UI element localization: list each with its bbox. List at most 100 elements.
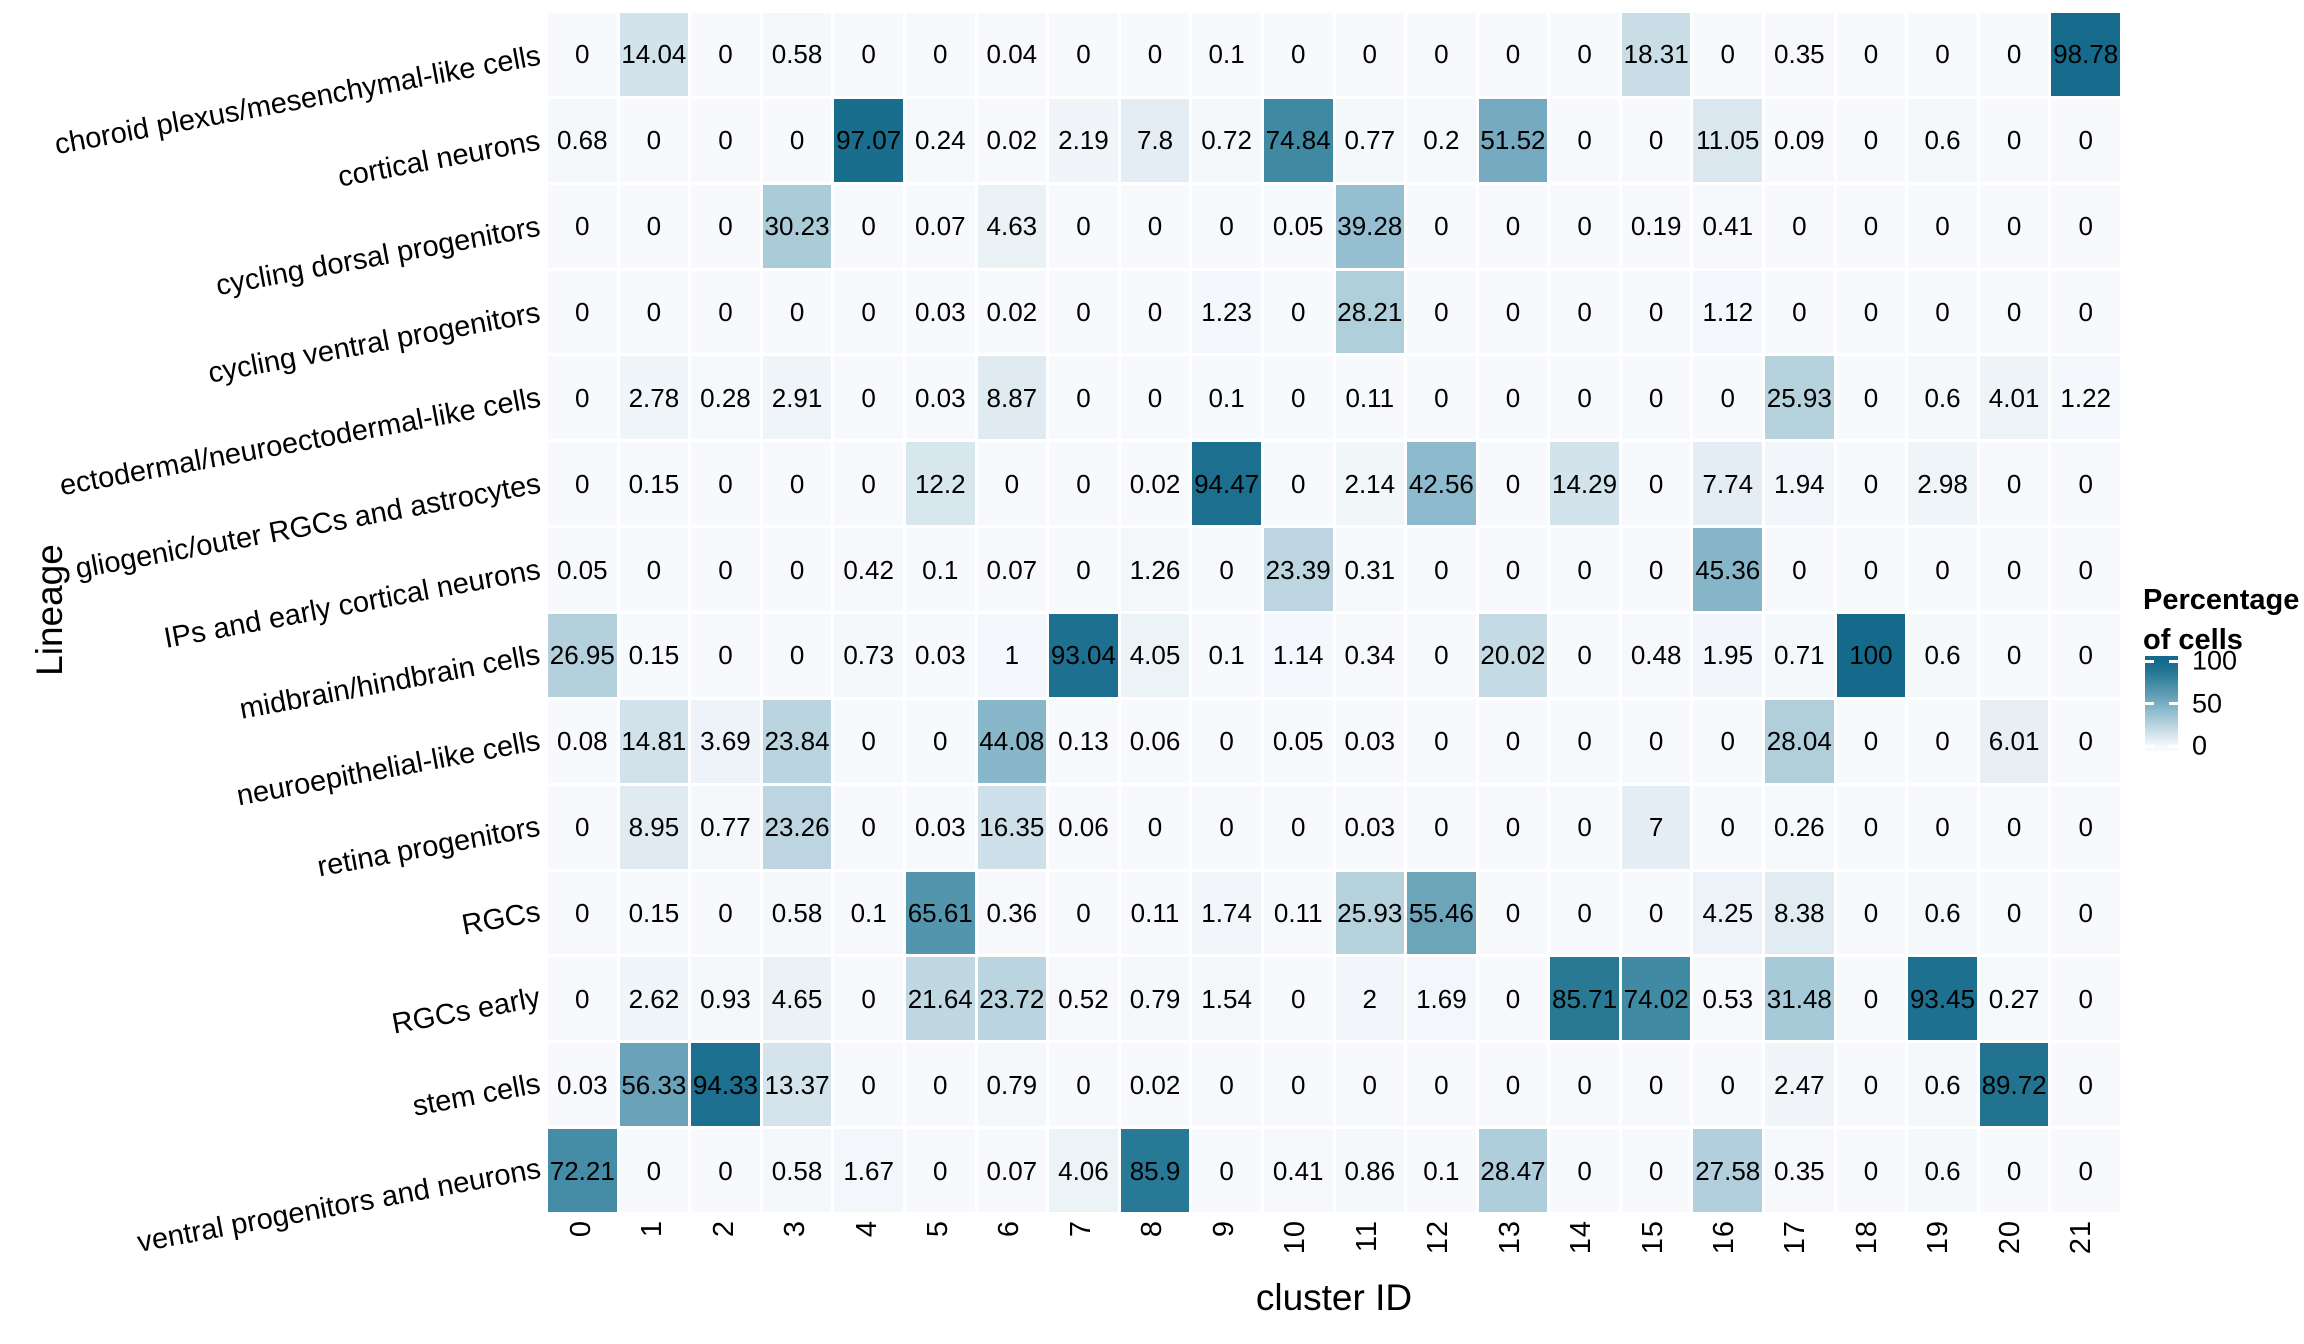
heatmap-cell: 0	[1407, 613, 1476, 697]
heatmap-cell: 0	[834, 184, 903, 268]
heatmap-cell: 16.35	[977, 785, 1047, 869]
heatmap-cell: 14.81	[619, 699, 689, 783]
heatmap-cell: 0	[1836, 528, 1906, 611]
heatmap-cell: 0	[1979, 871, 2049, 955]
heatmap-cell: 65.61	[905, 871, 975, 955]
heatmap-cell: 0.09	[1765, 98, 1834, 182]
row-label: RGCs	[459, 896, 543, 942]
heatmap-cell: 0	[1621, 871, 1691, 955]
heatmap-cell: 0	[619, 184, 689, 268]
heatmap-cell: 0.15	[619, 613, 689, 697]
heatmap-cell: 8.87	[977, 356, 1047, 440]
col-label: 20	[1993, 1220, 2026, 1255]
heatmap-cell: 44.08	[977, 699, 1047, 783]
row-label: cycling ventral progenitors	[205, 296, 543, 390]
heatmap-cell: 0	[1049, 871, 1118, 955]
heatmap-cell: 0	[834, 356, 903, 440]
heatmap-cell: 0	[1407, 356, 1476, 440]
heatmap-cell: 0.6	[1908, 1043, 1977, 1127]
heatmap-cell: 0	[1335, 1043, 1405, 1127]
heatmap-cell: 0.07	[977, 528, 1047, 611]
heatmap-cell: 0.06	[1049, 785, 1118, 869]
heatmap-cell: 0	[905, 1043, 975, 1127]
col-label: 17	[1779, 1220, 1812, 1255]
heatmap-cell: 93.45	[1908, 957, 1977, 1041]
heatmap-cell: 0	[1478, 871, 1548, 955]
heatmap-cell: 25.93	[1765, 356, 1834, 440]
heatmap-cell: 0	[1407, 184, 1476, 268]
heatmap-cell: 0	[548, 871, 617, 955]
heatmap-cell: 0	[1335, 13, 1405, 96]
heatmap-cell: 0.58	[762, 13, 832, 96]
heatmap-cell: 0	[1192, 184, 1261, 268]
heatmap-cell: 13.37	[762, 1043, 832, 1127]
heatmap-cell: 0.11	[1263, 871, 1333, 955]
heatmap-cell: 20.02	[1478, 613, 1548, 697]
heatmap-cell: 0.03	[548, 1043, 617, 1127]
legend: Percentage of cells 100 50 0	[2143, 580, 2304, 759]
heatmap-cell: 0	[548, 356, 617, 440]
heatmap-cell: 0	[1550, 1043, 1619, 1127]
heatmap-cell: 0	[1836, 699, 1906, 783]
heatmap-cell: 14.29	[1550, 442, 1619, 526]
heatmap-cell: 0	[834, 442, 903, 526]
heatmap-cell: 26.95	[548, 613, 617, 697]
heatmap-cell: 0	[1049, 13, 1118, 96]
col-label: 11	[1350, 1220, 1383, 1253]
heatmap-cell: 0	[834, 1043, 903, 1127]
heatmap-cell: 0.6	[1908, 613, 1977, 697]
heatmap-cell: 1.26	[1120, 528, 1190, 611]
heatmap-cell: 0	[2051, 785, 2120, 869]
legend-tick-mark	[2169, 702, 2178, 705]
legend-tick-mark	[2169, 659, 2178, 663]
heatmap-cell: 85.9	[1120, 1129, 1190, 1212]
heatmap-cell: 23.84	[762, 699, 832, 783]
heatmap-cell: 0	[1550, 613, 1619, 697]
row-label: RGCs early	[389, 981, 543, 1041]
col-label: 21	[2065, 1220, 2098, 1255]
heatmap-cell: 0	[1550, 785, 1619, 869]
heatmap-cell: 0	[548, 785, 617, 869]
heatmap-cell: 0	[691, 613, 760, 697]
heatmap-cell: 0	[1120, 356, 1190, 440]
heatmap-cell: 0	[1550, 699, 1619, 783]
heatmap-cell: 0	[834, 957, 903, 1041]
heatmap-cell: 0	[1979, 785, 2049, 869]
heatmap-cell: 0	[1836, 356, 1906, 440]
heatmap-cell: 0	[1120, 184, 1190, 268]
heatmap-cell: 0	[1478, 957, 1548, 1041]
heatmap-cell: 0.58	[762, 1129, 832, 1212]
heatmap-cell: 8.95	[619, 785, 689, 869]
heatmap-cell: 1.74	[1192, 871, 1261, 955]
heatmap-cell: 0.04	[977, 13, 1047, 96]
heatmap-cell: 0.93	[691, 957, 760, 1041]
heatmap-cell: 0	[2051, 957, 2120, 1041]
heatmap-cell: 0	[1836, 13, 1906, 96]
heatmap-cell: 4.63	[977, 184, 1047, 268]
col-label: 8	[1136, 1220, 1169, 1238]
heatmap-cell: 0	[1263, 957, 1333, 1041]
heatmap-cell: 0.08	[548, 699, 617, 783]
heatmap-cell: 0.02	[1120, 442, 1190, 526]
heatmap-cell: 0	[1836, 785, 1906, 869]
heatmap-cell: 45.36	[1693, 528, 1763, 611]
heatmap-cell: 28.47	[1478, 1129, 1548, 1212]
heatmap-cell: 4.06	[1049, 1129, 1118, 1212]
heatmap-cell: 0.31	[1335, 528, 1405, 611]
heatmap-cell: 0.1	[1192, 356, 1261, 440]
heatmap-cell: 0	[1836, 184, 1906, 268]
heatmap-cell: 0	[1120, 785, 1190, 869]
heatmap-cell: 0	[834, 699, 903, 783]
heatmap-cell: 0	[1263, 13, 1333, 96]
col-label: 13	[1493, 1220, 1526, 1255]
row-label: neuroepithelial-like cells	[234, 724, 543, 813]
heatmap-cell: 0	[1621, 699, 1691, 783]
heatmap-cell: 0.03	[1335, 785, 1405, 869]
row-label: cycling dorsal progenitors	[213, 210, 543, 303]
heatmap-cell: 0	[2051, 528, 2120, 611]
heatmap-cell: 4.65	[762, 957, 832, 1041]
heatmap-cell: 0.35	[1765, 1129, 1834, 1212]
heatmap-cell: 0.15	[619, 442, 689, 526]
heatmap-cell: 0	[1693, 13, 1763, 96]
heatmap-cell: 0	[691, 270, 760, 354]
